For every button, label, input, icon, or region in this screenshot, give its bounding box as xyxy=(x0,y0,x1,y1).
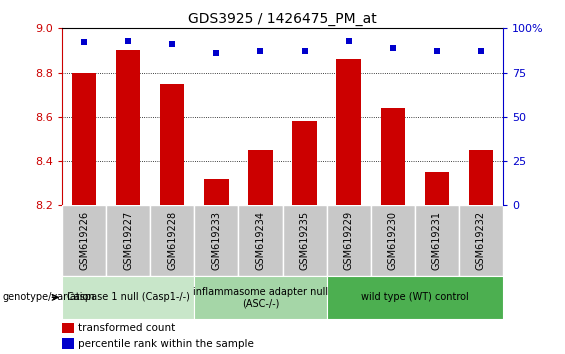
Bar xyxy=(381,108,405,205)
Bar xyxy=(282,205,327,276)
Text: GSM619232: GSM619232 xyxy=(476,211,486,270)
Bar xyxy=(62,338,74,349)
Point xyxy=(124,38,133,44)
Bar xyxy=(62,205,106,276)
Bar xyxy=(415,205,459,276)
Bar xyxy=(106,205,150,276)
Point xyxy=(168,41,177,47)
Point xyxy=(388,45,397,51)
Text: wild type (WT) control: wild type (WT) control xyxy=(361,292,468,302)
Bar xyxy=(327,205,371,276)
Title: GDS3925 / 1426475_PM_at: GDS3925 / 1426475_PM_at xyxy=(188,12,377,26)
Text: genotype/variation: genotype/variation xyxy=(3,292,95,302)
Bar xyxy=(249,150,272,205)
Text: GSM619226: GSM619226 xyxy=(79,211,89,270)
Bar xyxy=(371,205,415,276)
Bar xyxy=(425,172,449,205)
Bar xyxy=(194,205,238,276)
Text: GSM619234: GSM619234 xyxy=(255,211,266,270)
Bar xyxy=(327,276,503,319)
Text: GSM619235: GSM619235 xyxy=(299,211,310,270)
Text: transformed count: transformed count xyxy=(78,323,175,333)
Point xyxy=(476,48,485,54)
Bar xyxy=(62,323,74,333)
Bar xyxy=(116,50,140,205)
Text: percentile rank within the sample: percentile rank within the sample xyxy=(78,339,254,349)
Bar xyxy=(337,59,360,205)
Text: GSM619230: GSM619230 xyxy=(388,211,398,270)
Text: inflammasome adapter null
(ASC-/-): inflammasome adapter null (ASC-/-) xyxy=(193,286,328,308)
Bar xyxy=(62,276,194,319)
Point xyxy=(80,40,89,45)
Text: GSM619229: GSM619229 xyxy=(344,211,354,270)
Bar xyxy=(150,205,194,276)
Text: GSM619233: GSM619233 xyxy=(211,211,221,270)
Text: GSM619231: GSM619231 xyxy=(432,211,442,270)
Point xyxy=(432,48,441,54)
Bar xyxy=(72,73,96,205)
Text: GSM619228: GSM619228 xyxy=(167,211,177,270)
Bar xyxy=(160,84,184,205)
Bar xyxy=(205,179,228,205)
Point xyxy=(212,50,221,56)
Bar xyxy=(459,205,503,276)
Text: Caspase 1 null (Casp1-/-): Caspase 1 null (Casp1-/-) xyxy=(67,292,190,302)
Point xyxy=(256,48,265,54)
Bar xyxy=(293,121,316,205)
Bar xyxy=(238,205,282,276)
Text: GSM619227: GSM619227 xyxy=(123,211,133,270)
Point xyxy=(344,38,353,44)
Bar xyxy=(469,150,493,205)
Bar xyxy=(194,276,327,319)
Point xyxy=(300,48,309,54)
